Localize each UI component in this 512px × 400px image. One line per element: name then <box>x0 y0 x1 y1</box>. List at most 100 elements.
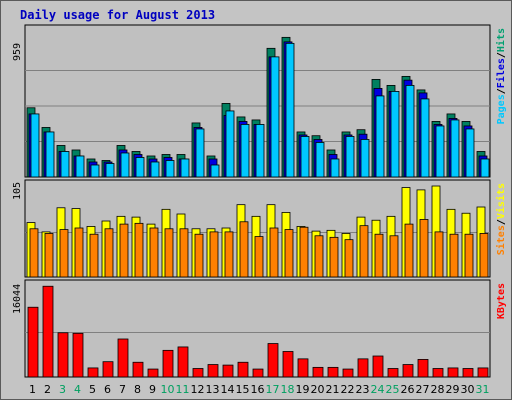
bar-kbytes-day-9 <box>147 368 159 378</box>
ymax-label-panel-3: 16044 <box>12 284 23 314</box>
xaxis-day-label-12: 12 <box>191 383 205 396</box>
bar-pages-day-21 <box>330 158 340 178</box>
bar-pages-day-30 <box>465 128 475 178</box>
bar-kbytes-day-12 <box>192 368 204 378</box>
legend-item-sites: Sites <box>495 225 507 255</box>
bar-pages-day-22 <box>345 136 355 178</box>
bar-pages-day-12 <box>195 128 205 178</box>
bar-sites-day-19 <box>299 226 309 278</box>
bar-kbytes-day-24 <box>372 355 384 378</box>
legend-item-: / <box>496 88 507 94</box>
bar-kbytes-day-5 <box>87 367 99 378</box>
bar-sites-day-26 <box>404 223 414 278</box>
bar-sites-day-4 <box>74 227 84 278</box>
bar-pages-day-28 <box>435 125 445 178</box>
bar-sites-day-10 <box>164 228 174 278</box>
bar-pages-day-13 <box>210 164 220 178</box>
bar-pages-day-31 <box>480 158 490 178</box>
bar-sites-day-13 <box>209 231 219 278</box>
legend-item-: / <box>496 52 507 58</box>
bar-kbytes-day-16 <box>252 368 264 378</box>
bar-sites-day-16 <box>254 236 264 278</box>
xaxis-day-label-26: 26 <box>401 383 415 396</box>
xaxis-day-label-14: 14 <box>221 383 235 396</box>
bar-pages-day-17 <box>270 56 280 178</box>
bar-sites-day-23 <box>359 225 369 278</box>
bar-pages-day-14 <box>225 110 235 178</box>
bar-kbytes-day-6 <box>102 361 114 378</box>
bar-sites-day-9 <box>149 227 159 278</box>
legend-item-pages: Pages <box>496 94 507 124</box>
xaxis-day-label-7: 7 <box>119 383 126 396</box>
xaxis-day-label-11: 11 <box>176 383 190 396</box>
bar-kbytes-day-8 <box>132 361 144 378</box>
xaxis-day-label-15: 15 <box>236 383 250 396</box>
bar-kbytes-day-7 <box>117 338 129 378</box>
legend-panel-3: KBytes <box>496 283 507 319</box>
bar-kbytes-day-22 <box>342 368 354 378</box>
bar-kbytes-day-28 <box>432 368 444 378</box>
xaxis-day-label-29: 29 <box>446 383 460 396</box>
xaxis-day-label-16: 16 <box>251 383 265 396</box>
bar-kbytes-day-25 <box>387 368 399 378</box>
xaxis-day-label-20: 20 <box>311 383 325 396</box>
bar-sites-day-28 <box>434 231 444 278</box>
legend-item-files: Files <box>495 58 507 88</box>
bar-kbytes-day-10 <box>162 349 174 378</box>
bar-pages-day-23 <box>360 139 370 178</box>
xaxis-day-label-2: 2 <box>44 383 51 396</box>
legend-panel-1: Pages/Files/Hits <box>495 28 507 124</box>
bar-pages-day-11 <box>180 158 190 178</box>
bar-kbytes-day-1 <box>27 306 39 378</box>
xaxis-day-label-23: 23 <box>356 383 370 396</box>
bar-pages-day-26 <box>405 85 415 178</box>
bar-kbytes-day-20 <box>312 366 324 378</box>
bar-kbytes-day-29 <box>447 367 459 378</box>
ymax-label-panel-2: 105 <box>12 182 23 200</box>
bar-pages-day-3 <box>60 151 70 178</box>
bar-kbytes-day-18 <box>282 351 294 378</box>
xaxis-day-label-18: 18 <box>281 383 295 396</box>
bar-pages-day-19 <box>300 136 310 178</box>
bar-kbytes-day-26 <box>402 364 414 378</box>
xaxis-day-label-1: 1 <box>29 383 36 396</box>
bar-sites-day-1 <box>29 228 39 278</box>
bar-sites-day-21 <box>329 236 339 278</box>
bar-kbytes-day-23 <box>357 358 369 378</box>
bar-sites-day-5 <box>89 233 99 278</box>
xaxis-day-label-30: 30 <box>461 383 475 396</box>
bar-pages-day-29 <box>450 119 460 178</box>
bar-sites-day-18 <box>284 229 294 278</box>
bar-pages-day-5 <box>90 164 100 178</box>
chart-title: Daily usage for August 2013 <box>20 8 215 22</box>
bar-pages-day-18 <box>285 42 295 178</box>
xaxis-day-label-27: 27 <box>416 383 430 396</box>
bar-sites-day-11 <box>179 228 189 278</box>
bar-pages-day-4 <box>75 155 85 178</box>
bar-pages-day-2 <box>45 131 55 178</box>
bar-sites-day-6 <box>104 228 114 278</box>
bar-sites-day-15 <box>239 221 249 278</box>
xaxis-day-label-10: 10 <box>161 383 175 396</box>
bar-kbytes-day-15 <box>237 361 249 378</box>
chart-panel-3 <box>24 279 491 378</box>
legend-item-visits: Visits <box>495 183 507 219</box>
bar-sites-day-3 <box>59 229 69 278</box>
xaxis-day-label-8: 8 <box>134 383 141 396</box>
bar-sites-day-30 <box>464 233 474 278</box>
bar-kbytes-day-17 <box>267 343 279 378</box>
legend-item-hits: Hits <box>495 28 507 52</box>
xaxis-day-label-17: 17 <box>266 383 280 396</box>
bar-sites-day-14 <box>224 231 234 278</box>
bar-pages-day-1 <box>30 113 40 178</box>
bar-kbytes-day-11 <box>177 346 189 378</box>
bar-sites-day-7 <box>119 223 129 278</box>
xaxis-day-label-19: 19 <box>296 383 310 396</box>
bar-pages-day-7 <box>120 152 130 178</box>
bar-kbytes-day-4 <box>72 332 84 378</box>
bar-kbytes-day-13 <box>207 364 219 378</box>
bar-pages-day-27 <box>420 98 430 178</box>
bar-sites-day-27 <box>419 219 429 278</box>
bar-pages-day-6 <box>105 163 115 178</box>
